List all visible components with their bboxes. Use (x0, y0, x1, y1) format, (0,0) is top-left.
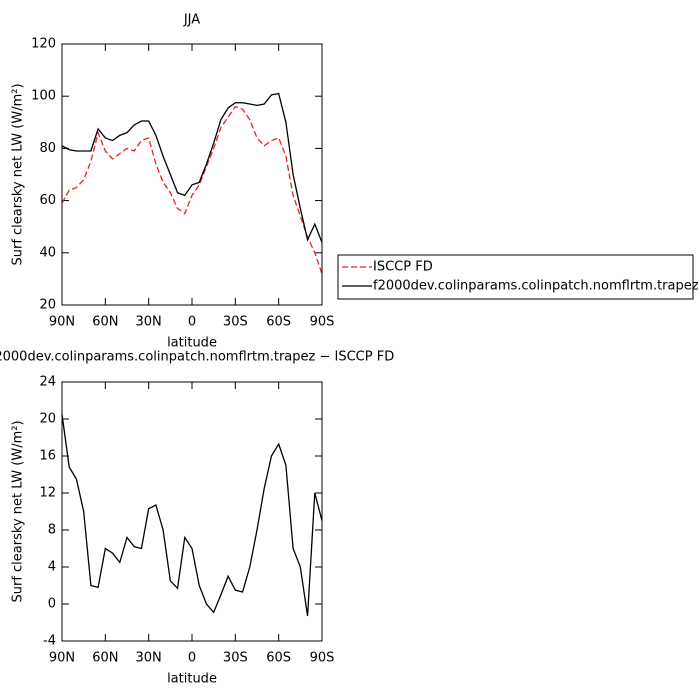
x-tick-label: 0 (188, 315, 196, 330)
y-tick-label: 100 (31, 89, 56, 104)
y-tick-label: 16 (39, 449, 56, 464)
x-tick-label: 90N (49, 315, 75, 330)
x-tick-label: 60N (92, 315, 118, 330)
chart-title: f2000dev.colinparams.colinpatch.nomflrtm… (0, 350, 394, 365)
x-tick-label: 30N (136, 651, 162, 666)
y-tick-label: 24 (39, 375, 56, 390)
chart-title: JJA (183, 13, 200, 28)
data-line (61, 105, 323, 274)
x-tick-label: 60S (266, 315, 291, 330)
y-tick-label: 80 (39, 141, 56, 156)
y-tick-label: 0 (48, 597, 56, 612)
y-tick-label: 4 (48, 560, 56, 575)
legend-label: f2000dev.colinparams.colinpatch.nomflrtm… (373, 279, 699, 294)
x-tick-label: 0 (188, 651, 196, 666)
y-tick-label: 20 (39, 298, 56, 313)
data-line (61, 414, 323, 617)
y-tick-label: 40 (39, 245, 56, 260)
x-tick-label: 90S (310, 315, 335, 330)
y-tick-label: 8 (48, 523, 56, 538)
x-tick-label: 90S (310, 651, 335, 666)
x-tick-label: 60S (266, 651, 291, 666)
y-tick-label: 120 (31, 37, 56, 52)
x-tick-label: 60N (92, 651, 118, 666)
plot-frame (61, 381, 323, 642)
y-tick-label: 20 (39, 412, 56, 427)
y-axis-label: Surf clearsky net LW (W/m²) (11, 83, 26, 265)
data-line (61, 92, 323, 243)
x-tick-label: 30N (136, 315, 162, 330)
y-tick-label: 60 (39, 193, 56, 208)
y-tick-label: -4 (43, 634, 56, 649)
x-tick-label: 30S (223, 651, 248, 666)
plot-frame (61, 43, 323, 306)
y-axis-label: Surf clearsky net LW (W/m²) (11, 420, 26, 602)
legend-label: ISCCP FD (373, 260, 433, 275)
x-axis-label: latitude (167, 672, 217, 687)
x-axis-label: latitude (167, 336, 217, 351)
x-tick-label: 30S (223, 315, 248, 330)
legend-box (337, 254, 694, 300)
x-tick-label: 90N (49, 651, 75, 666)
y-tick-label: 12 (39, 486, 56, 501)
